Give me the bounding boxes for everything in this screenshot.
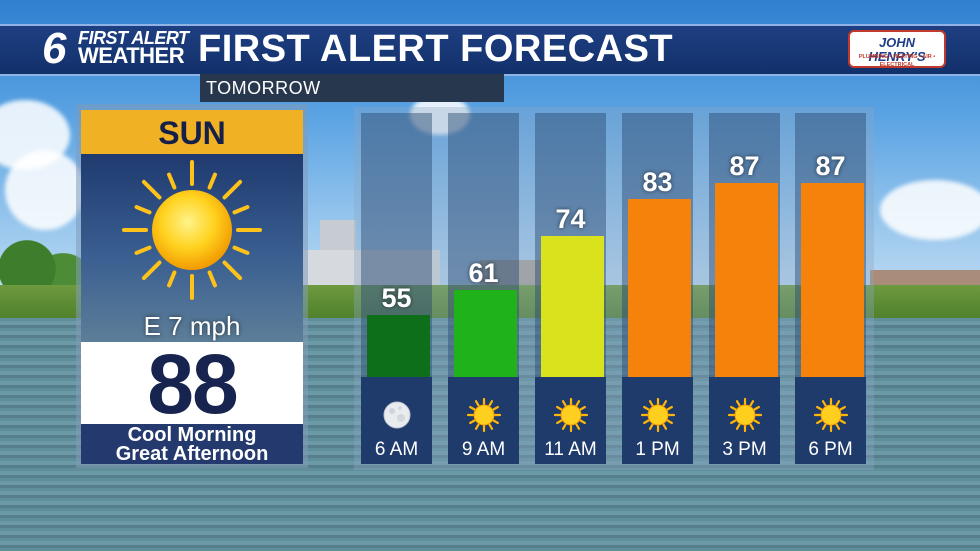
sun-icon [553,397,589,433]
hourly-column: 61 9 AM [448,113,519,464]
hourly-time-label: 3 PM [722,439,767,460]
cloud [880,180,980,240]
description-line2: Great Afternoon [115,443,269,465]
hourly-column: 55 6 AM [361,113,432,464]
daily-high-temp: 88 [81,342,303,426]
station-logo-line1: FIRST ALERT [78,28,189,48]
hourly-time-label: 6 AM [374,439,419,460]
hourly-column: 87 3 PM [709,113,780,464]
temperature-bar [801,183,864,377]
moon-icon [383,401,411,429]
hourly-temp-label: 61 [468,258,499,288]
hourly-temp-label: 87 [729,151,760,181]
description-line1: Cool Morning [127,424,257,446]
day-name: SUN [81,110,303,154]
hourly-time-label: 11 AM [544,439,597,460]
hourly-temp-label: 74 [555,204,586,234]
sun-icon [813,397,849,433]
hourly-time-label: 9 AM [461,439,506,460]
sun-icon [640,397,676,433]
station-logo-line2: WEATHER [78,43,185,68]
hourly-temp-label: 55 [381,283,412,313]
hourly-panel [354,107,874,470]
hourly-column: 87 6 PM [795,113,866,464]
period-label: TOMORROW [200,74,504,102]
daily-description: Cool Morning Great Afternoon [81,424,303,464]
cloud [5,150,85,230]
sun-icon [466,397,502,433]
sponsor-tagline: PLUMBING • HEATING • AIR • ELECTRICAL [858,54,936,68]
hourly-column: 83 1 PM [622,113,693,464]
station-logo-number: 6 [42,24,67,73]
header-bar [0,24,980,76]
temperature-bar [628,199,691,377]
hourly-temp-label: 83 [642,167,673,197]
hourly-time-label: 1 PM [635,439,680,460]
sponsor-logo: JOHN HENRY'S PLUMBING • HEATING • AIR • … [848,30,946,68]
sun-icon [122,160,262,300]
wind-readout: E 7 mph [143,311,241,341]
temperature-bar [715,183,778,377]
temperature-bar [367,315,430,377]
page-title: FIRST ALERT FORECAST [198,28,674,70]
hourly-temp-label: 87 [815,151,846,181]
sponsor-name: JOHN HENRY'S [868,35,926,64]
temperature-bar [541,236,604,377]
temperature-bar [454,290,517,377]
hourly-time-label: 6 PM [808,439,853,460]
hourly-column: 74 11 AM [535,113,606,464]
sun-icon [727,397,763,433]
